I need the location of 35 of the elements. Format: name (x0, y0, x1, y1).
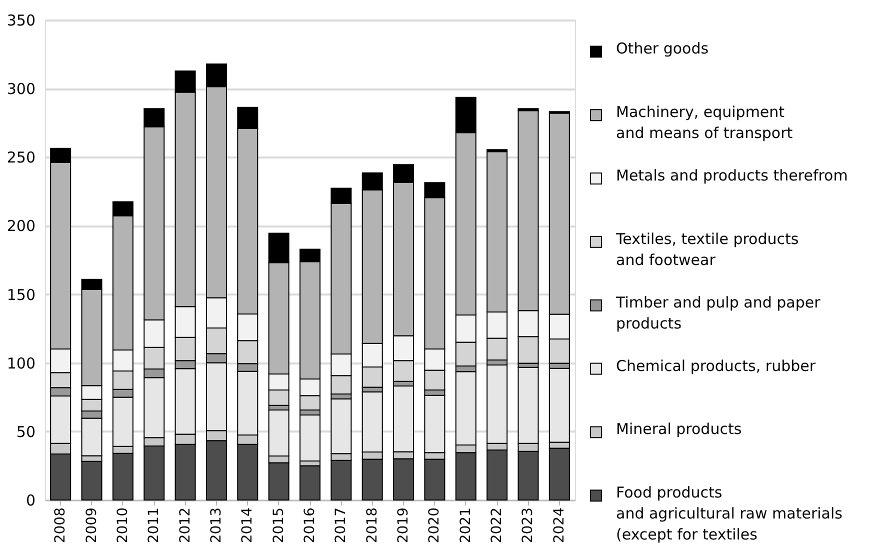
x-tick-label: 2011 (146, 508, 162, 544)
x-tick-label: 2009 (84, 508, 100, 544)
y-tick-label: 250 (6, 148, 36, 167)
y-tick-label: 0 (26, 492, 36, 510)
x-tick-label: 2008 (52, 508, 69, 544)
legend-label: Chemical products, rubber (616, 356, 816, 375)
x-tick-label: 2023 (520, 508, 536, 544)
x-tick-label: 2010 (114, 508, 131, 544)
x-tick-label: 2022 (489, 508, 506, 544)
bar (300, 414, 320, 462)
x-tick-label: 2016 (302, 507, 318, 544)
legend-label: Metals and products therefrom (616, 166, 848, 185)
x-tick-label: 2020 (426, 508, 443, 544)
legend-label: Machinery, equipment and means of transport (616, 103, 793, 142)
y-tick-label: 200 (6, 217, 36, 236)
legend-label: Food products and agricultural raw materials (except for textiles (616, 484, 843, 544)
x-tick-label: 2014 (240, 507, 256, 544)
x-tick-label: 2015 (270, 508, 287, 544)
y-tick-label: 50 (16, 422, 36, 441)
x-tick-label: 2024 (551, 507, 568, 544)
x-tick-label: 2021 (458, 508, 474, 544)
y-tick-label: 150 (6, 286, 36, 304)
x-tick-label: 2017 (333, 508, 350, 544)
x-tick-label: 2012 (177, 508, 194, 544)
y-tick-label: 350 (6, 12, 36, 30)
legend-label: Mineral products (616, 420, 742, 438)
y-tick-label: 300 (6, 80, 36, 98)
legend-label: Textiles, textile products and footwear (615, 230, 799, 269)
x-tick-label: 2013 (208, 508, 224, 544)
legend-label: Timber and pulp and paper products (615, 293, 822, 332)
x-tick-label: 2019 (396, 508, 412, 544)
legend-label: Other goods (616, 40, 709, 58)
x-tick-label: 2018 (364, 508, 380, 544)
y-tick-label: 100 (6, 354, 36, 372)
bar (300, 465, 320, 500)
